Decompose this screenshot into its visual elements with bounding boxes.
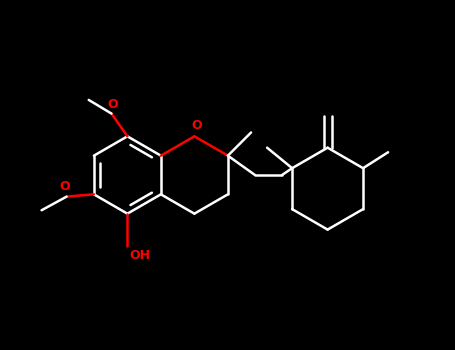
Text: OH: OH bbox=[130, 249, 151, 262]
Text: O: O bbox=[192, 119, 202, 132]
Text: O: O bbox=[107, 98, 118, 111]
Text: O: O bbox=[59, 181, 70, 194]
